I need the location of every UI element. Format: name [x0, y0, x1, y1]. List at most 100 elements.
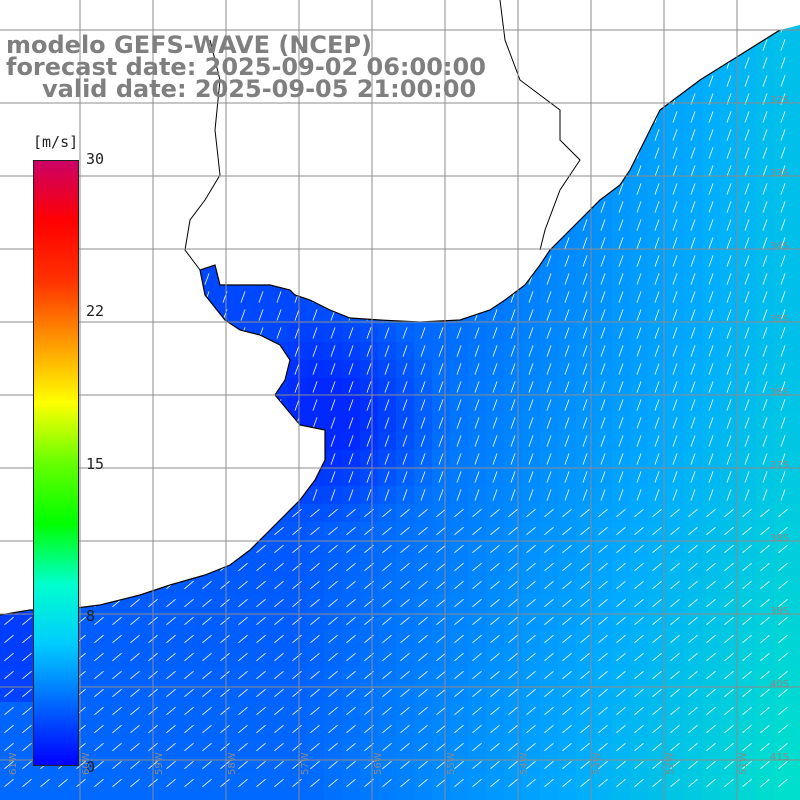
speed-cell [0, 648, 19, 667]
wind-arrow [670, 778, 680, 788]
speed-cell [180, 594, 199, 613]
wind-arrow [528, 327, 534, 339]
wind-arrow [762, 75, 768, 87]
wind-arrow [490, 562, 500, 572]
wind-arrow [708, 345, 714, 357]
speed-cell [504, 558, 523, 577]
wind-arrow [636, 309, 642, 321]
speed-cell [630, 234, 649, 253]
wind-arrow [672, 435, 678, 447]
speed-cell [756, 288, 775, 307]
wind-arrow [220, 616, 230, 626]
wind-arrow [762, 237, 768, 249]
wind-arrow [744, 471, 750, 483]
speed-cell [18, 630, 37, 649]
wind-arrow [690, 273, 696, 285]
speed-cell [198, 756, 217, 775]
wind-arrow [420, 489, 426, 501]
speed-cell [486, 702, 505, 721]
wind-arrow [492, 363, 498, 375]
wind-arrow [220, 760, 230, 770]
speed-cell [0, 738, 19, 757]
wind-arrow [760, 508, 770, 518]
speed-cell [432, 774, 451, 793]
wind-arrow [330, 417, 336, 429]
wind-arrow [726, 417, 732, 429]
speed-cell [504, 702, 523, 721]
wind-arrow [402, 471, 408, 483]
speed-cell [324, 558, 343, 577]
speed-cell [756, 558, 775, 577]
speed-cell [360, 612, 379, 631]
speed-cell [612, 414, 631, 433]
speed-cell [720, 702, 739, 721]
speed-cell [450, 594, 469, 613]
speed-cell [378, 684, 397, 703]
wind-arrow [292, 652, 302, 662]
wind-arrow [94, 634, 104, 644]
wind-arrow [510, 417, 516, 429]
speed-cell [576, 594, 595, 613]
wind-arrow [690, 453, 696, 465]
wind-arrow [220, 724, 230, 734]
wind-arrow [726, 435, 732, 447]
wind-arrow [76, 760, 86, 770]
speed-cell [630, 702, 649, 721]
wind-arrow [490, 616, 500, 626]
wind-arrow [474, 435, 480, 447]
speed-cell [756, 792, 775, 800]
speed-cell [126, 702, 145, 721]
wind-arrow [724, 688, 734, 698]
wind-arrow [616, 634, 626, 644]
speed-cell [738, 72, 757, 91]
wind-arrow [472, 652, 482, 662]
speed-cell [396, 666, 415, 685]
speed-cell [576, 612, 595, 631]
speed-cell [450, 504, 469, 523]
wind-arrow [474, 489, 480, 501]
wind-arrow [544, 706, 554, 716]
wind-arrow [454, 688, 464, 698]
speed-cell [702, 288, 721, 307]
wind-arrow [544, 742, 554, 752]
speed-cell [738, 468, 757, 487]
wind-arrow [274, 526, 284, 536]
speed-cell [576, 486, 595, 505]
wind-arrow [670, 688, 680, 698]
speed-cell [324, 342, 343, 361]
speed-cell [396, 612, 415, 631]
speed-cell [648, 324, 667, 343]
speed-cell [0, 630, 19, 649]
speed-cell [774, 252, 793, 271]
wind-arrow [490, 688, 500, 698]
wind-arrow [292, 706, 302, 716]
speed-cell [702, 180, 721, 199]
wind-arrow [4, 760, 14, 770]
wind-arrow [220, 580, 230, 590]
speed-cell [396, 468, 415, 487]
latitude-label: 40S [770, 679, 790, 690]
speed-cell [648, 396, 667, 415]
speed-cell [756, 72, 775, 91]
speed-cell [270, 540, 289, 559]
speed-cell [648, 216, 667, 235]
speed-cell [630, 414, 649, 433]
speed-cell [540, 414, 559, 433]
wind-arrow [546, 381, 552, 393]
speed-cell [432, 666, 451, 685]
speed-cell [360, 720, 379, 739]
wind-arrow [510, 381, 516, 393]
speed-cell [306, 774, 325, 793]
speed-cell [108, 612, 127, 631]
longitude-label: 56W [373, 752, 384, 775]
speed-cell [720, 594, 739, 613]
speed-cell [576, 540, 595, 559]
speed-cell [270, 288, 289, 307]
speed-cell [414, 702, 433, 721]
speed-cell [666, 684, 685, 703]
wind-arrow [598, 706, 608, 716]
speed-cell [558, 684, 577, 703]
speed-cell [324, 702, 343, 721]
wind-arrow [762, 363, 768, 375]
wind-arrow [726, 237, 732, 249]
